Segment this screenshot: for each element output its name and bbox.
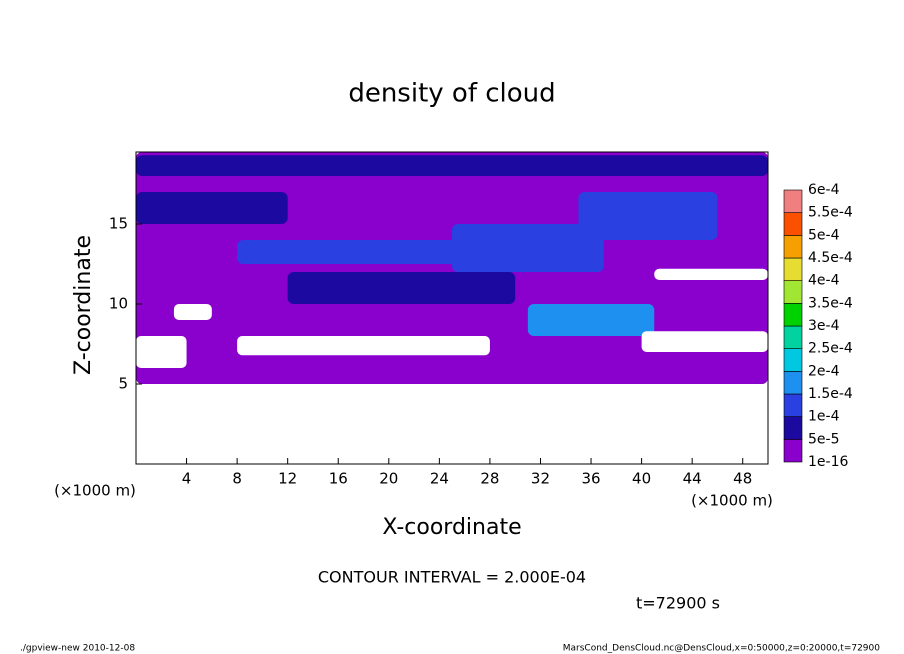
plot-frame	[135, 151, 769, 465]
x-tick-label: 12	[278, 470, 297, 488]
contour-region	[136, 155, 768, 176]
colorbar-box	[783, 371, 803, 395]
colorbar-box	[783, 439, 803, 463]
x-tick-label: 40	[632, 470, 651, 488]
colorbar-label: 1e-4	[808, 409, 840, 425]
missing-region	[136, 336, 187, 368]
x-tick-label: 48	[733, 470, 752, 488]
time-label: t=72900 s	[636, 594, 720, 613]
missing-region	[173, 304, 212, 320]
colorbar-label: 5.5e-4	[808, 205, 853, 221]
x-unit: (×1000 m)	[691, 492, 773, 510]
colorbar-label: 4.5e-4	[808, 250, 853, 266]
x-unit: (×1000 m)	[54, 482, 136, 500]
colorbar-box	[783, 257, 803, 281]
x-tick-label: 20	[379, 470, 398, 488]
colorbar-box	[783, 393, 803, 417]
colorbar-label: 6e-4	[808, 182, 840, 198]
contour-region	[578, 192, 718, 240]
chart-title: density of cloud	[348, 79, 555, 109]
colorbar-box	[783, 235, 803, 259]
colorbar-box	[783, 325, 803, 349]
contour-region	[287, 272, 516, 304]
missing-region	[641, 331, 768, 352]
contour-region	[527, 304, 655, 336]
x-tick-label: 28	[480, 470, 499, 488]
contour-interval: CONTOUR INTERVAL = 2.000E-04	[318, 568, 586, 587]
x-tick-label: 4	[182, 470, 192, 488]
x-tick-label: 36	[581, 470, 600, 488]
missing-region	[237, 336, 490, 356]
colorbar-label: 1.5e-4	[808, 386, 853, 402]
colorbar-box	[783, 303, 803, 327]
footer-right: MarsCond_DensCloud.nc@DensCloud,x=0:5000…	[563, 644, 880, 654]
colorbar-box	[783, 348, 803, 372]
x-tick-label: 8	[232, 470, 242, 488]
y-tick-label: 5	[118, 375, 128, 393]
colorbar-label: 2.5e-4	[808, 341, 853, 357]
colorbar-box	[783, 416, 803, 440]
colorbar-label: 3.5e-4	[808, 295, 853, 311]
y-axis-label: Z-coordinate	[71, 235, 96, 375]
colorbar-label: 5e-5	[808, 431, 839, 447]
x-tick-label: 24	[430, 470, 449, 488]
colorbar-label: 2e-4	[808, 363, 840, 379]
contour-region	[237, 240, 516, 264]
missing-region	[654, 268, 768, 280]
contour-region	[452, 224, 604, 272]
colorbar-label: 1e-16	[808, 454, 848, 470]
x-tick-label: 32	[531, 470, 550, 488]
colorbar-label: 5e-4	[808, 227, 840, 243]
y-tick-label: 15	[109, 215, 128, 233]
colorbar-label: 4e-4	[808, 273, 840, 289]
footer-left: ./gpview-new 2010-12-08	[20, 644, 135, 654]
contour-region	[136, 192, 288, 224]
colorbar-label: 3e-4	[808, 318, 840, 334]
colorbar-box	[783, 280, 803, 304]
colorbar-box	[783, 189, 803, 213]
x-tick-label: 44	[683, 470, 702, 488]
x-axis-label: X-coordinate	[382, 515, 521, 540]
colorbar-box	[783, 212, 803, 236]
x-tick-label: 16	[329, 470, 348, 488]
y-tick-label: 10	[109, 295, 128, 313]
